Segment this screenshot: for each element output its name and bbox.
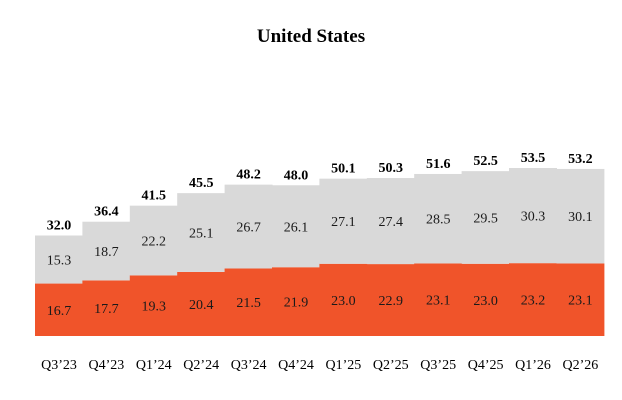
bar-segment-upper-2 [129, 205, 178, 276]
total-label-0: 32.0 [47, 219, 72, 234]
bar-segment-upper-1 [82, 221, 131, 281]
x-tick-label-2: Q1’24 [136, 358, 172, 373]
bar-segment-lower-2 [129, 275, 178, 336]
data-label-upper-2: 22.2 [142, 235, 167, 250]
data-label-upper-5: 26.1 [284, 220, 309, 235]
x-tick-label-9: Q4’25 [468, 358, 504, 373]
bar-segment-lower-0 [35, 283, 83, 336]
x-tick-label-6: Q1’25 [326, 358, 362, 373]
bar-segment-upper-5 [272, 185, 320, 268]
data-label-upper-11: 30.1 [568, 210, 593, 225]
total-label-5: 48.0 [284, 168, 309, 183]
data-label-lower-6: 23.0 [331, 294, 356, 309]
data-label-lower-2: 19.3 [142, 300, 167, 315]
bar-segment-upper-8 [414, 173, 463, 264]
bar-segment-lower-7 [366, 264, 415, 336]
bar-segment-lower-10 [509, 263, 557, 336]
data-label-lower-4: 21.5 [236, 296, 261, 311]
x-tick-label-3: Q2’24 [183, 358, 219, 373]
data-label-upper-6: 27.1 [331, 215, 356, 230]
total-label-11: 53.2 [568, 152, 593, 167]
x-tick-label-0: Q3’23 [41, 358, 77, 373]
bar-segment-upper-6 [319, 178, 368, 264]
total-label-7: 50.3 [379, 161, 404, 176]
x-tick-label-5: Q4’24 [278, 358, 314, 373]
bar-segment-upper-0 [35, 235, 83, 284]
bar-segment-upper-9 [461, 171, 510, 264]
total-label-3: 45.5 [189, 176, 214, 191]
data-label-upper-9: 29.5 [473, 211, 498, 226]
data-label-upper-4: 26.7 [236, 221, 261, 236]
total-label-9: 52.5 [473, 154, 498, 169]
data-label-lower-7: 22.9 [379, 294, 404, 309]
data-label-upper-8: 28.5 [426, 213, 451, 228]
bar-segment-upper-10 [509, 168, 557, 264]
bar-segment-upper-3 [177, 193, 226, 272]
bar-segment-upper-4 [224, 184, 273, 269]
data-label-upper-3: 25.1 [189, 227, 214, 242]
data-label-upper-0: 15.3 [47, 254, 72, 269]
bar-segment-lower-8 [414, 263, 463, 336]
x-tick-label-8: Q3’25 [420, 358, 456, 373]
bar-segment-lower-6 [319, 263, 368, 336]
data-label-lower-10: 23.2 [521, 294, 546, 309]
x-tick-label-11: Q2’26 [563, 358, 599, 373]
data-label-upper-1: 18.7 [94, 245, 119, 260]
x-tick-label-4: Q3’24 [231, 358, 267, 373]
data-label-lower-0: 16.7 [47, 304, 72, 319]
x-tick-label-10: Q1’26 [515, 358, 551, 373]
bars-layer [35, 168, 605, 336]
data-label-upper-10: 30.3 [521, 210, 546, 225]
bar-segment-upper-7 [366, 178, 415, 265]
total-label-8: 51.6 [426, 157, 451, 172]
data-label-upper-7: 27.4 [379, 215, 404, 230]
x-tick-label-1: Q4’23 [89, 358, 125, 373]
bar-segment-upper-11 [556, 168, 605, 264]
bar-segment-lower-4 [224, 268, 273, 336]
total-label-4: 48.2 [236, 168, 261, 183]
data-label-lower-9: 23.0 [473, 294, 498, 309]
total-label-2: 41.5 [142, 189, 167, 204]
data-label-lower-1: 17.7 [94, 302, 119, 317]
bar-segment-lower-9 [461, 263, 510, 336]
x-axis-ticks: Q3’23 Q4’23 Q1’24 Q2’24 Q3’24 Q4’24 Q1’25 Q2’25… [41, 358, 598, 373]
chart-title: United States [256, 26, 366, 47]
data-label-lower-8: 23.1 [426, 294, 451, 309]
total-label-6: 50.1 [331, 162, 356, 177]
total-label-1: 36.4 [94, 205, 119, 220]
data-label-lower-5: 21.9 [284, 296, 309, 311]
bar-segment-lower-1 [82, 280, 131, 336]
labels-layer: 16.7 15.3 32.0 17.7 18.7 36.4 19.3 22.2 41.5 20.4… [47, 151, 593, 319]
total-label-10: 53.5 [521, 151, 546, 166]
bar-segment-lower-5 [272, 267, 320, 336]
data-label-lower-11: 23.1 [568, 294, 593, 309]
data-label-lower-3: 20.4 [189, 298, 214, 313]
bar-segment-lower-11 [556, 263, 605, 336]
bar-segment-lower-3 [177, 271, 226, 336]
x-tick-label-7: Q2’25 [373, 358, 409, 373]
